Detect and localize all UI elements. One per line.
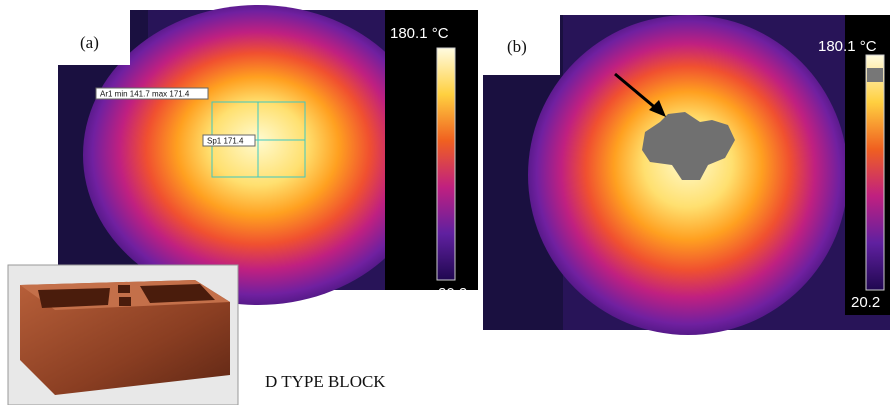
- panel-label: (a): [80, 33, 99, 52]
- color-bar: [866, 55, 884, 290]
- scale-min: 20.2: [851, 294, 880, 311]
- scale-panel: [385, 10, 478, 290]
- area-label: Ar1 min 141.7 max 171.4: [100, 90, 190, 99]
- label-notch: [0, 0, 130, 65]
- brick-hole: [38, 288, 110, 308]
- brick-hole: [119, 297, 131, 306]
- panel-a: (a) 180.1 °C 20.2 Ar1 min 141.7 max 171.…: [0, 0, 478, 305]
- brick-photo: [8, 265, 238, 405]
- figure: (a) 180.1 °C 20.2 Ar1 min 141.7 max 171.…: [0, 0, 890, 405]
- spot-label: Sp1 171.4: [207, 137, 244, 146]
- color-bar-mask: [867, 68, 883, 82]
- caption: D TYPE BLOCK: [265, 372, 386, 391]
- color-bar: [437, 48, 455, 280]
- scale-min: 20.2: [438, 285, 467, 302]
- top-margin: [483, 0, 890, 15]
- panel-label: (b): [507, 37, 527, 56]
- scale-max: 180.1 °C: [390, 25, 449, 42]
- panel-b: (b) 180.1 °C 20.2: [483, 0, 890, 335]
- brick-hole: [118, 285, 130, 293]
- scale-max: 180.1 °C: [818, 38, 877, 55]
